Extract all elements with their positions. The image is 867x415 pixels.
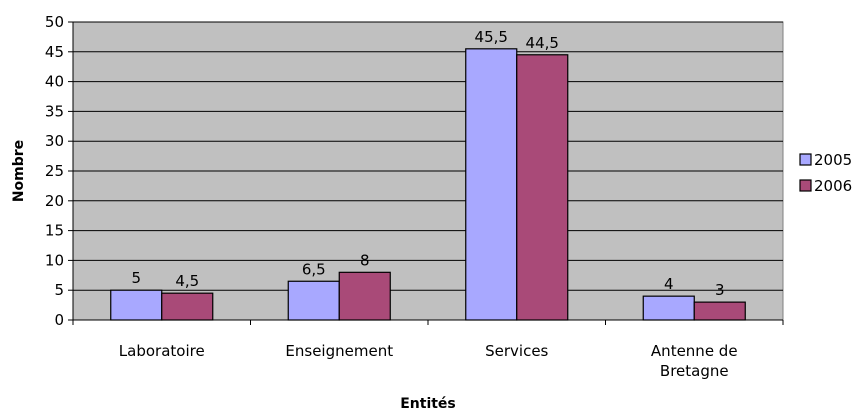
data-label: 44,5 xyxy=(526,34,559,52)
legend-swatch-2006 xyxy=(799,179,812,192)
y-tick-label: 45 xyxy=(45,43,64,61)
x-tick-label: Laboratoire xyxy=(119,342,205,360)
y-tick-label: 30 xyxy=(45,132,64,150)
bar-2005 xyxy=(110,289,163,321)
y-tick-label: 40 xyxy=(45,73,64,91)
legend-label: 2006 xyxy=(814,177,852,195)
y-tick-label: 0 xyxy=(54,311,64,329)
bar-2006 xyxy=(338,271,391,321)
bar-2005 xyxy=(642,295,695,321)
data-label: 4 xyxy=(664,275,674,293)
x-tick-label: Antenne de xyxy=(651,342,738,360)
data-label: 8 xyxy=(360,251,370,269)
y-tick-label: 25 xyxy=(45,162,64,180)
y-tick-label: 50 xyxy=(45,13,64,31)
data-label: 6,5 xyxy=(302,260,326,278)
y-tick-label: 15 xyxy=(45,222,64,240)
bar-2006 xyxy=(516,54,569,321)
y-tick-label: 5 xyxy=(54,281,64,299)
bar-2005 xyxy=(287,280,340,321)
legend-swatch-2005 xyxy=(799,153,812,166)
y-axis-title: Nombre xyxy=(11,140,27,202)
bar-2005 xyxy=(465,48,518,321)
data-label: 45,5 xyxy=(475,28,508,46)
data-label: 5 xyxy=(131,269,141,287)
bar-2006 xyxy=(161,292,214,321)
x-axis-title: Entités xyxy=(400,396,456,411)
y-tick-label: 20 xyxy=(45,192,64,210)
x-tick-label: Bretagne xyxy=(660,362,729,380)
legend-label: 2005 xyxy=(814,151,852,169)
data-label: 3 xyxy=(715,281,725,299)
y-tick-label: 10 xyxy=(45,251,64,269)
data-label: 4,5 xyxy=(175,272,199,290)
bar-2006 xyxy=(693,301,746,321)
y-tick-label: 35 xyxy=(45,102,64,120)
x-tick-label: Services xyxy=(485,342,548,360)
x-tick-label: Enseignement xyxy=(285,342,393,360)
